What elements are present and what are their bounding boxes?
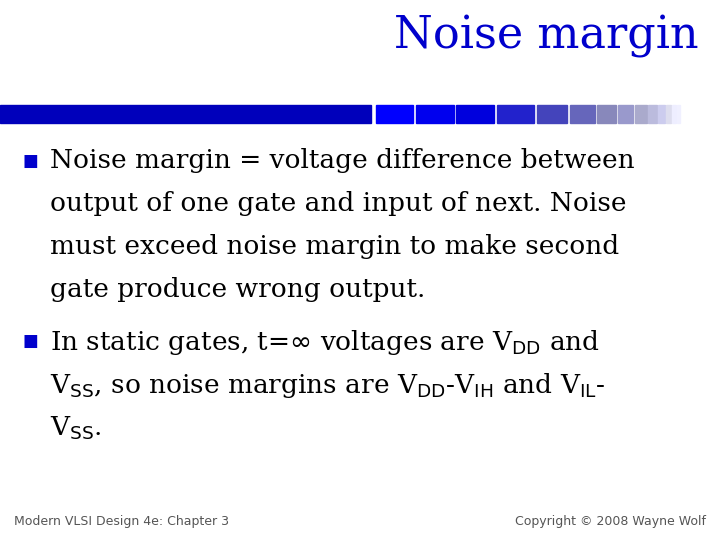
Bar	[597, 105, 616, 123]
Bar	[416, 105, 454, 123]
Bar	[658, 105, 665, 123]
Text: ■: ■	[22, 152, 37, 170]
Bar	[456, 105, 494, 123]
Bar	[376, 105, 413, 123]
Text: Modern VLSI Design 4e: Chapter 3: Modern VLSI Design 4e: Chapter 3	[14, 515, 229, 528]
Text: gate produce wrong output.: gate produce wrong output.	[50, 277, 426, 302]
Bar	[497, 105, 534, 123]
Text: In static gates, t=$\infty$ voltages are V$_{\mathrm{DD}}$ and: In static gates, t=$\infty$ voltages are…	[50, 328, 600, 357]
Text: Noise margin = voltage difference between: Noise margin = voltage difference betwee…	[50, 148, 634, 173]
Bar	[0, 105, 371, 123]
Bar	[677, 105, 680, 123]
Bar	[672, 105, 676, 123]
Text: must exceed noise margin to make second: must exceed noise margin to make second	[50, 234, 619, 259]
Bar	[537, 105, 567, 123]
Bar	[635, 105, 647, 123]
Text: Copyright © 2008 Wayne Wolf: Copyright © 2008 Wayne Wolf	[515, 515, 706, 528]
Text: output of one gate and input of next. Noise: output of one gate and input of next. No…	[50, 191, 626, 216]
Bar	[666, 105, 671, 123]
Text: ■: ■	[22, 332, 37, 350]
Text: V$_{\mathrm{SS}}$.: V$_{\mathrm{SS}}$.	[50, 414, 102, 442]
Bar	[570, 105, 595, 123]
Bar	[618, 105, 633, 123]
Bar	[648, 105, 657, 123]
Text: Noise margin: Noise margin	[394, 15, 698, 58]
Text: V$_{\mathrm{SS}}$, so noise margins are V$_{\mathrm{DD}}$-V$_{\mathrm{IH}}$ and : V$_{\mathrm{SS}}$, so noise margins are …	[50, 371, 606, 400]
